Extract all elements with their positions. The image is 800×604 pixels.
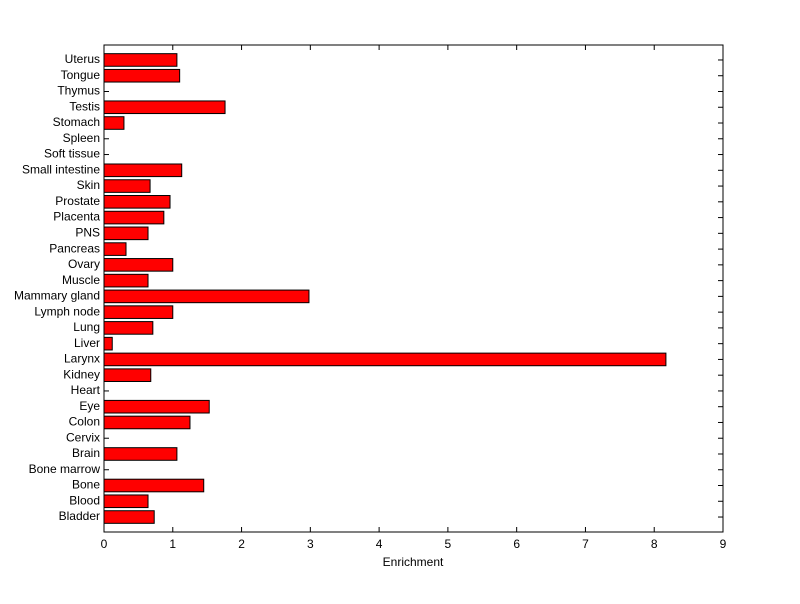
- bar: [103, 273, 149, 288]
- bar: [103, 195, 171, 209]
- bar: [103, 258, 174, 272]
- y-tick-label: Skin: [77, 178, 100, 192]
- bar: [103, 399, 210, 414]
- y-tick-label: Thymus: [57, 84, 100, 98]
- bar: [103, 116, 125, 130]
- bar: [103, 447, 178, 461]
- y-tick-label: Small intestine: [22, 162, 100, 176]
- x-axis-label: Enrichment: [383, 555, 444, 569]
- bar: [103, 226, 149, 241]
- bar: [103, 321, 154, 335]
- y-tick-label: Blood: [69, 493, 100, 507]
- bar: [103, 179, 151, 193]
- y-tick-label: Lymph node: [34, 304, 100, 318]
- y-tick-label: Liver: [74, 336, 100, 350]
- y-tick-label: Stomach: [53, 115, 100, 129]
- y-tick-label: Cervix: [66, 430, 100, 444]
- bar: [103, 100, 226, 115]
- bar: [103, 163, 183, 178]
- x-tick-label: 7: [582, 537, 589, 551]
- y-tick-label: Prostate: [55, 194, 100, 208]
- y-tick-label: Bone: [72, 478, 100, 492]
- x-tick-label: 0: [101, 537, 108, 551]
- x-tick-label: 8: [651, 537, 658, 551]
- y-tick-label: Placenta: [53, 210, 100, 224]
- y-tick-label: Pancreas: [49, 241, 100, 255]
- x-tick-label: 3: [307, 537, 314, 551]
- y-tick-label: Mammary gland: [14, 289, 100, 303]
- y-tick-label: Spleen: [63, 131, 100, 145]
- bar: [103, 415, 191, 430]
- y-tick-label: Soft tissue: [44, 147, 100, 161]
- y-tick-label: Colon: [69, 415, 100, 429]
- bar: [103, 53, 178, 67]
- y-tick-label: Brain: [72, 446, 100, 460]
- x-tick-label: 5: [445, 537, 452, 551]
- y-tick-label: Uterus: [65, 52, 100, 66]
- y-tick-label: Kidney: [63, 367, 100, 381]
- bar: [103, 242, 127, 256]
- bar: [103, 478, 205, 493]
- bar: [103, 510, 155, 524]
- y-tick-label: Larynx: [64, 352, 100, 366]
- bar: [103, 336, 113, 351]
- bar: [103, 368, 152, 382]
- plot-frame: [103, 44, 724, 533]
- y-tick-label: Tongue: [61, 68, 101, 82]
- x-tick-label: 4: [376, 537, 383, 551]
- y-tick-label: Bladder: [59, 509, 100, 523]
- x-tick-label: 1: [169, 537, 176, 551]
- y-tick-label: Ovary: [68, 257, 100, 271]
- y-tick-label: Testis: [69, 99, 100, 113]
- bar: [103, 352, 667, 367]
- bar: [103, 305, 174, 319]
- bar: [103, 68, 181, 83]
- y-tick-label: Lung: [73, 320, 100, 334]
- y-tick-label: PNS: [75, 226, 100, 240]
- y-tick-label: Bone marrow: [29, 462, 101, 476]
- y-tick-label: Muscle: [62, 273, 100, 287]
- y-tick-label: Eye: [79, 399, 100, 413]
- bar: [103, 494, 149, 509]
- x-tick-label: 9: [720, 537, 727, 551]
- bar: [103, 289, 310, 304]
- bar: [103, 210, 165, 225]
- y-tick-label: Heart: [71, 383, 101, 397]
- x-tick-label: 2: [238, 537, 245, 551]
- x-tick-label: 6: [513, 537, 520, 551]
